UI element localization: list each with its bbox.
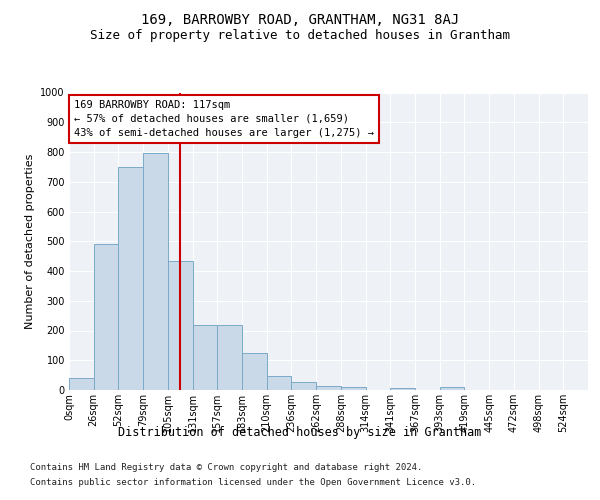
Text: Size of property relative to detached houses in Grantham: Size of property relative to detached ho… (90, 28, 510, 42)
Bar (193, 324, 217, 390)
Y-axis label: Number of detached properties: Number of detached properties (25, 154, 35, 329)
Bar (143, 154, 168, 390)
Bar (118, 167, 143, 390)
Bar (267, 376, 292, 390)
Bar (69, 378, 94, 390)
Bar (440, 387, 464, 390)
Bar (217, 324, 242, 390)
Text: 169, BARROWBY ROAD, GRANTHAM, NG31 8AJ: 169, BARROWBY ROAD, GRANTHAM, NG31 8AJ (141, 13, 459, 27)
Bar (94, 244, 118, 390)
Text: Contains HM Land Registry data © Crown copyright and database right 2024.: Contains HM Land Registry data © Crown c… (30, 463, 422, 472)
Text: 169 BARROWBY ROAD: 117sqm
← 57% of detached houses are smaller (1,659)
43% of se: 169 BARROWBY ROAD: 117sqm ← 57% of detac… (74, 100, 374, 138)
Text: Distribution of detached houses by size in Grantham: Distribution of detached houses by size … (118, 426, 482, 439)
Bar (292, 382, 316, 390)
Bar (168, 260, 193, 390)
Bar (316, 386, 341, 390)
Bar (242, 353, 267, 390)
Bar (390, 388, 415, 390)
Text: Contains public sector information licensed under the Open Government Licence v3: Contains public sector information licen… (30, 478, 476, 487)
Bar (341, 387, 365, 390)
